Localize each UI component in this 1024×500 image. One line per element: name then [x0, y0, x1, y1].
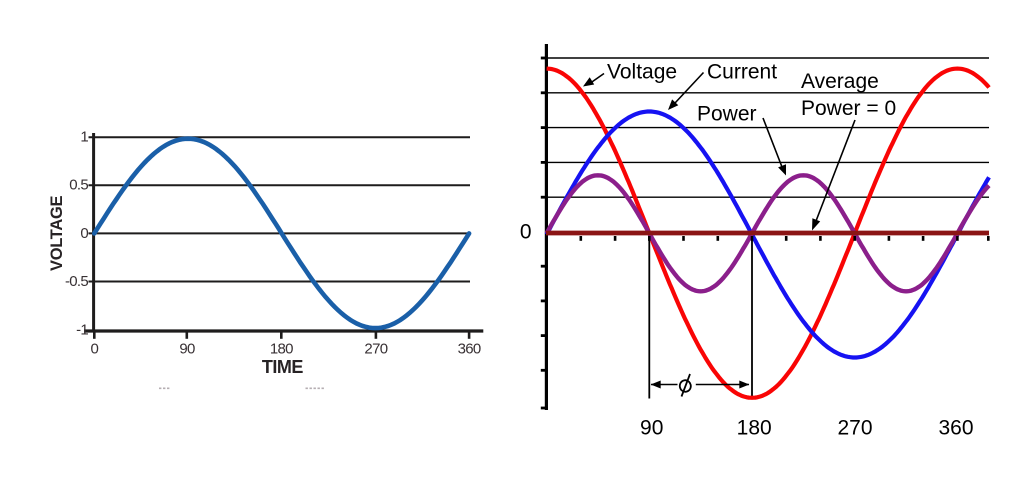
svg-text:-1: -1 [76, 321, 88, 338]
svg-text:360: 360 [938, 416, 973, 439]
svg-text:0: 0 [520, 221, 532, 244]
svg-text:360: 360 [458, 341, 481, 358]
svg-text:270: 270 [364, 341, 387, 358]
svg-text:270: 270 [837, 416, 872, 439]
svg-text:1: 1 [80, 129, 88, 146]
svg-text:Power = 0: Power = 0 [801, 97, 896, 120]
svg-text:Power: Power [697, 103, 757, 126]
svg-text:0: 0 [80, 225, 88, 242]
svg-text:90: 90 [640, 416, 663, 439]
svg-text:Current: Current [707, 61, 777, 84]
svg-text:0: 0 [90, 341, 98, 358]
svg-text:-0.5: -0.5 [65, 273, 88, 290]
svg-text:180: 180 [270, 341, 293, 358]
svg-text:TIME: TIME [262, 357, 303, 377]
svg-text:180: 180 [737, 416, 772, 439]
svg-text:90: 90 [179, 341, 195, 358]
svg-text:Voltage: Voltage [607, 61, 677, 84]
svg-text:Average: Average [801, 70, 879, 93]
svg-text:VOLTAGE: VOLTAGE [48, 196, 66, 271]
svg-text:0.5: 0.5 [69, 177, 88, 194]
